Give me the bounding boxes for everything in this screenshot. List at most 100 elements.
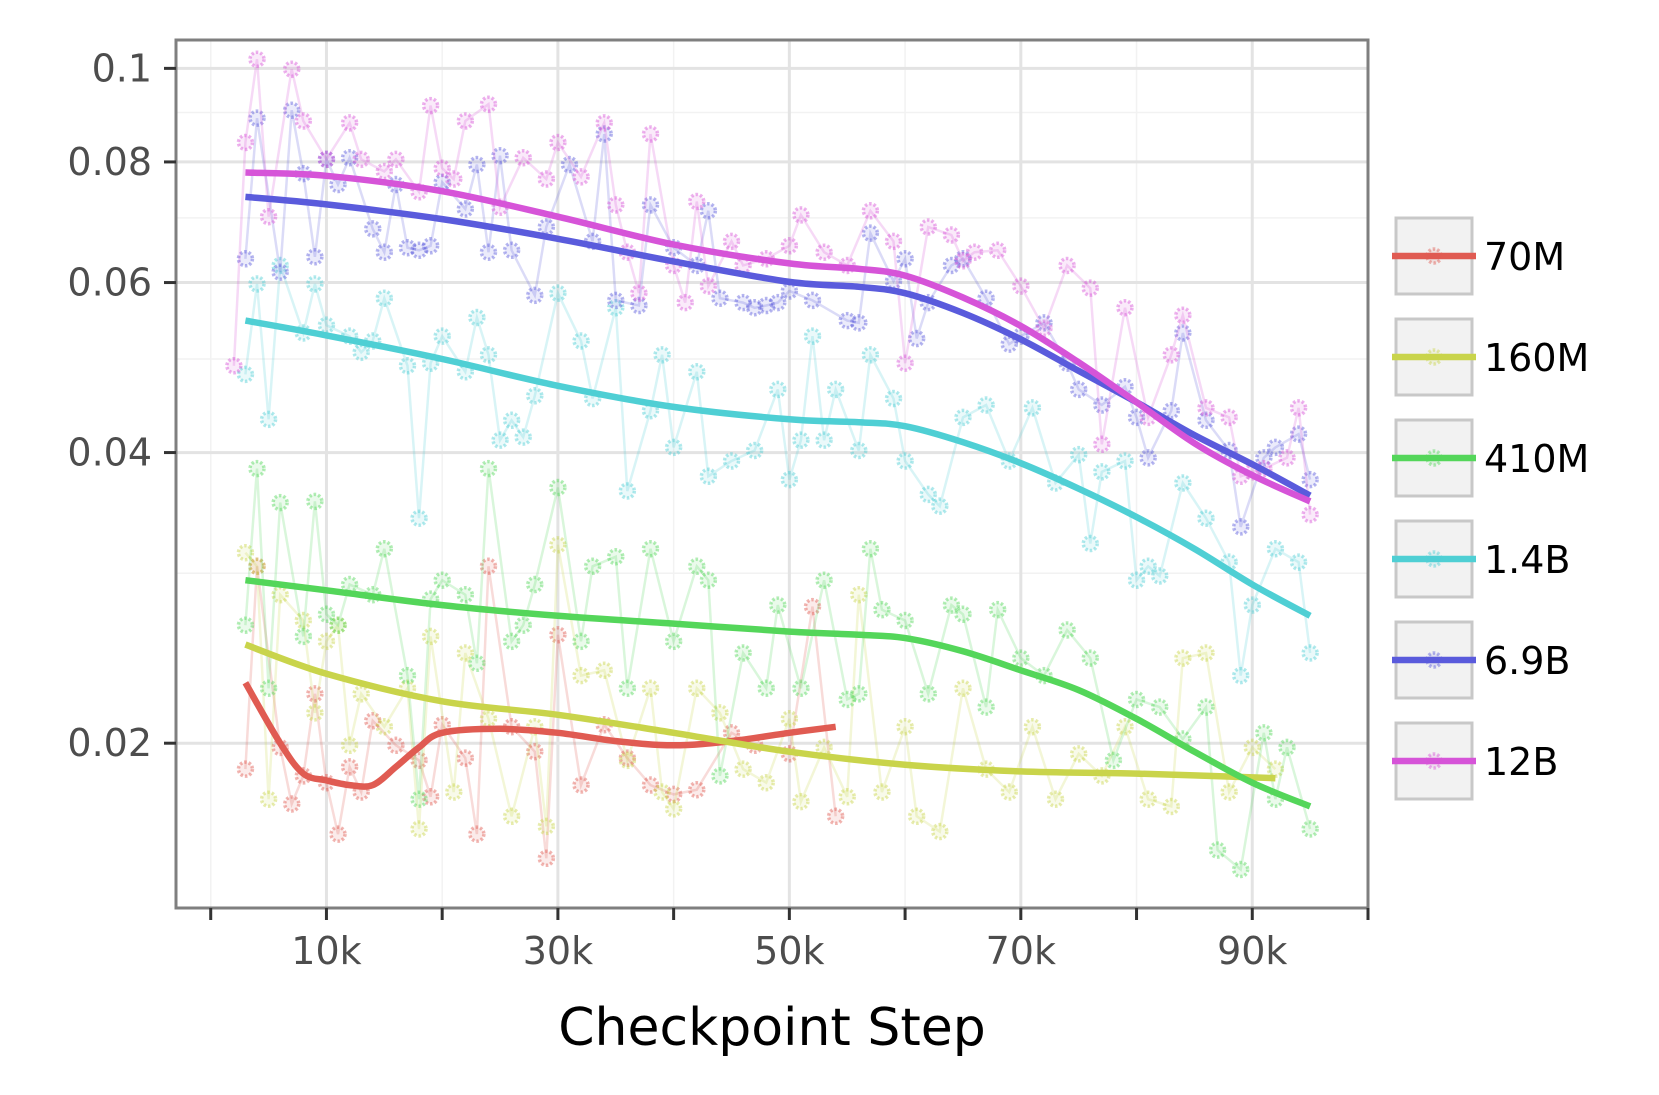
- x-tick-label: 10k: [291, 929, 361, 973]
- data-point: [931, 497, 949, 515]
- data-point: [595, 114, 613, 132]
- data-point: [537, 170, 556, 188]
- data-point: [479, 459, 498, 478]
- data-point: [1093, 435, 1111, 454]
- legend-item-160M: 160M: [1392, 317, 1589, 397]
- data-point: [861, 346, 880, 364]
- data-point: [884, 232, 903, 251]
- data-point: [444, 783, 463, 801]
- data-point: [1174, 649, 1192, 667]
- series-points-1.4B: [236, 256, 1319, 685]
- data-point: [942, 226, 961, 244]
- data-point: [375, 162, 394, 181]
- data-point: [387, 736, 405, 755]
- data-point: [826, 807, 845, 826]
- data-point: [1150, 698, 1169, 716]
- data-point: [641, 679, 660, 698]
- data-point: [421, 627, 440, 646]
- data-point: [1023, 718, 1042, 736]
- data-point: [850, 441, 868, 460]
- data-point: [907, 329, 926, 348]
- data-point: [1162, 797, 1181, 816]
- data-point: [236, 250, 255, 268]
- data-point: [769, 596, 787, 614]
- data-point: [479, 346, 498, 364]
- data-point: [1035, 314, 1053, 332]
- data-point: [549, 133, 567, 152]
- data-point: [977, 698, 995, 716]
- legend-key-point: [1425, 449, 1443, 467]
- data-point: [1081, 279, 1100, 297]
- data-point: [1012, 277, 1030, 295]
- data-point: [375, 243, 394, 261]
- data-point: [896, 611, 914, 630]
- data-point: [1174, 306, 1192, 324]
- data-point: [317, 632, 336, 651]
- data-point: [1197, 698, 1215, 716]
- x-tick-label: 30k: [523, 929, 593, 973]
- data-point: [1231, 666, 1250, 685]
- data-point: [236, 543, 255, 562]
- y-tick-label: 0.06: [67, 261, 152, 305]
- data-point: [641, 540, 660, 558]
- data-point: [502, 632, 521, 651]
- data-point: [1266, 540, 1285, 558]
- data-point: [699, 277, 718, 295]
- data-point: [988, 600, 1007, 619]
- data-point: [363, 711, 382, 730]
- legend-item-6.9B: 6.9B: [1392, 620, 1571, 700]
- data-point: [1081, 534, 1100, 553]
- data-point: [375, 718, 394, 736]
- data-point: [294, 112, 313, 130]
- data-point: [722, 452, 741, 470]
- data-point: [248, 109, 266, 127]
- data-point: [387, 150, 405, 169]
- data-point: [526, 286, 544, 305]
- data-point: [479, 243, 498, 261]
- data-point: [792, 431, 810, 449]
- data-point: [1255, 724, 1273, 742]
- legend-key-point: [1425, 752, 1443, 770]
- data-point: [988, 241, 1007, 260]
- data-point: [711, 704, 729, 722]
- data-point: [780, 710, 799, 728]
- data-point: [1301, 644, 1319, 662]
- data-point: [329, 616, 347, 634]
- data-point: [479, 95, 498, 113]
- data-point: [549, 478, 567, 497]
- series-points-410M: [236, 459, 1319, 879]
- data-point: [1035, 319, 1053, 338]
- data-point: [236, 760, 255, 778]
- data-point: [410, 751, 428, 770]
- data-point: [896, 718, 914, 736]
- data-point: [572, 666, 590, 685]
- data-point: [340, 736, 359, 755]
- data-point: [282, 795, 301, 813]
- data-point: [259, 410, 278, 429]
- data-point: [954, 679, 972, 698]
- data-point: [1266, 438, 1285, 457]
- data-point: [537, 218, 556, 236]
- data-point: [664, 438, 683, 457]
- data-point: [1289, 399, 1308, 417]
- data-point: [919, 218, 937, 236]
- legend-item-12B: 12B: [1392, 721, 1558, 801]
- x-tick-label: 90k: [1217, 929, 1287, 973]
- data-point: [1220, 408, 1238, 427]
- data-point: [1243, 738, 1262, 757]
- legend-label: 70M: [1484, 235, 1565, 279]
- y-tick-label: 0.04: [67, 431, 152, 475]
- data-point: [560, 155, 579, 174]
- legend-item-410M: 410M: [1392, 418, 1589, 498]
- legend-key-point: [1425, 651, 1443, 669]
- data-point: [1127, 571, 1146, 589]
- trend-lines: [242, 169, 1312, 810]
- data-point: [630, 296, 648, 315]
- data-point: [282, 101, 301, 119]
- data-point: [676, 293, 694, 312]
- data-point: [410, 241, 428, 260]
- data-point: [688, 557, 706, 576]
- data-point: [769, 293, 787, 312]
- data-point: [410, 820, 428, 838]
- data-point: [502, 807, 521, 826]
